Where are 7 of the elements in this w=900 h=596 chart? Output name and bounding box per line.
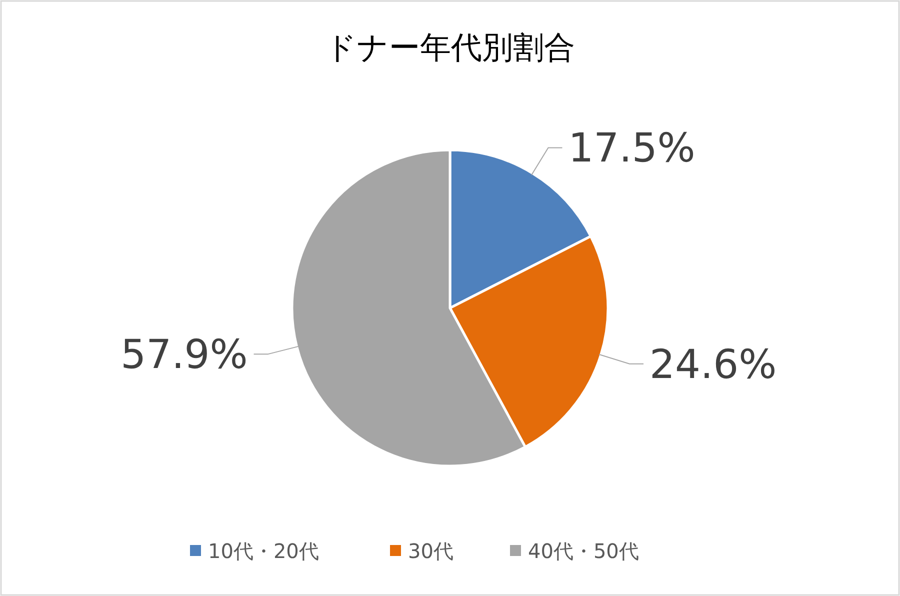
legend-label: 40代・50代 [528,539,639,563]
data-label: 24.6% [650,342,777,388]
data-label: 17.5% [568,126,696,172]
chart-title: ドナー年代別割合 [325,30,575,66]
data-label: 57.9% [120,332,248,378]
legend-label: 30代 [408,539,454,563]
legend-label: 10代・20代 [208,539,319,563]
